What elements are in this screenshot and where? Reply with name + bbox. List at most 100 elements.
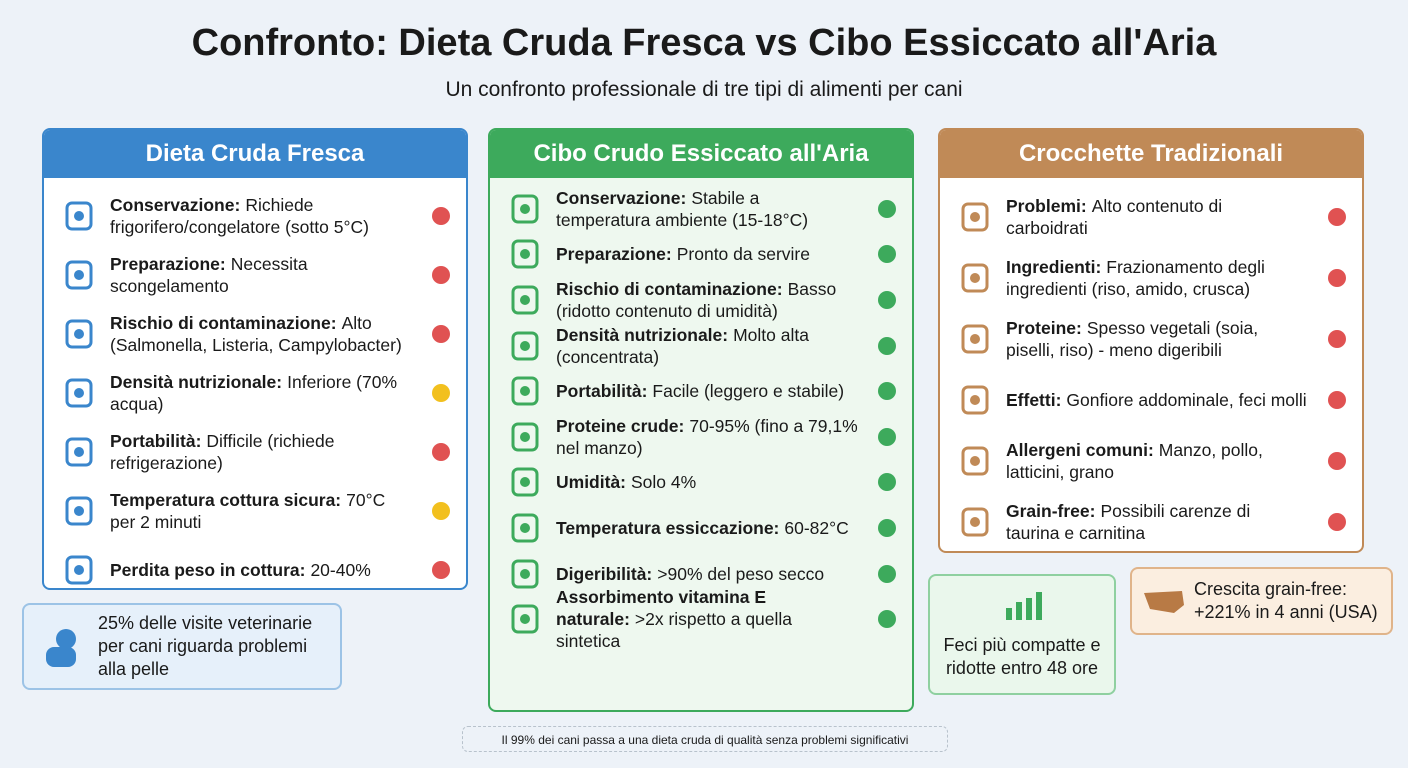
item-label: Allergeni comuni:	[1006, 439, 1154, 460]
icon	[511, 467, 539, 497]
item: Densità nutrizionale: Molto alta (concent…	[490, 323, 912, 369]
item-value: 70-95% (fino a 79,1% nel manzo)	[556, 415, 858, 458]
item-label: Digeribilità:	[556, 563, 653, 584]
status-dot	[878, 610, 896, 629]
item-text: Conservazione: Richiede frigorifero/conge…	[110, 194, 412, 238]
item-text: Preparazione: Necessita scongelamento	[110, 253, 412, 297]
item: Rischio di contaminazione: Basso (ridotto…	[490, 277, 912, 323]
status-dot	[878, 199, 896, 218]
item-text: Portabilità: Difficile (richiede refriger…	[110, 430, 412, 474]
item-label: Proteine crude:	[556, 415, 685, 436]
status-dot	[1328, 268, 1346, 287]
item-label: Proteine:	[1006, 317, 1082, 338]
callout-text: 25% delle visite veterinarie per cani ri…	[98, 613, 313, 679]
usa-icon	[1144, 591, 1184, 613]
item-label: Conservazione:	[110, 194, 241, 215]
item-text: Rischio di contaminazione: Basso (ridotto…	[556, 278, 858, 322]
icon	[65, 260, 93, 289]
item-text: Effetti: Gonfiore addominale, feci molli	[1006, 389, 1307, 411]
item-text: Perdita peso in cottura: 20-40%	[110, 559, 371, 581]
icon	[65, 201, 93, 230]
item-label: Preparazione:	[556, 244, 672, 265]
icon	[511, 239, 539, 269]
item-label: Rischio di contaminazione:	[556, 278, 783, 299]
callout: Crescita grain-free: +221% in 4 anni (US…	[1130, 567, 1393, 635]
item-value: >2x rispetto a quella sintetica	[556, 609, 793, 652]
icon	[961, 324, 989, 353]
item-text: Temperatura essiccazione: 60-82°C	[556, 517, 849, 539]
item-text: Preparazione: Pronto da servire	[556, 243, 810, 265]
item: Densità nutrizionale: Inferiore (70% acqu…	[44, 363, 466, 422]
item: Problemi: Alto contenuto di carboidrati	[940, 186, 1362, 247]
item-value: Manzo, pollo, latticini, grano	[1006, 439, 1263, 482]
icon	[65, 319, 93, 348]
icon	[511, 422, 539, 452]
icon	[65, 496, 93, 525]
item-value: Difficile (richiede refrigerazione)	[110, 430, 335, 473]
icon	[511, 376, 539, 406]
item-value: Alto (Salmonella, Listeria, Campylobacte…	[110, 312, 402, 355]
item-value: 20-40%	[310, 559, 371, 580]
item: Umidità: Solo 4%	[490, 460, 912, 506]
item-label: Umidità:	[556, 472, 626, 493]
item-label: Assorbimento vitamina E naturale:	[556, 587, 767, 630]
status-dot	[878, 564, 896, 583]
dog-icon	[46, 629, 76, 667]
status-dot	[432, 560, 450, 579]
icon	[511, 194, 539, 224]
callout-text: Crescita grain-free: +221% in 4 anni (US…	[1194, 579, 1378, 622]
item: Conservazione: Stabile a temperatura ambi…	[490, 186, 912, 232]
icon	[961, 385, 989, 414]
item-value: Possibili carenze di taurina e carnitina	[1006, 500, 1251, 543]
status-dot	[1328, 329, 1346, 348]
item-label: Rischio di contaminazione:	[110, 312, 337, 333]
status-dot	[878, 518, 896, 537]
status-dot	[432, 383, 450, 402]
status-dot	[878, 382, 896, 401]
item: Ingredienti: Frazionamento degli ingredie…	[940, 247, 1362, 308]
title: Confronto: Dieta Cruda Fresca vs Cibo Es…	[191, 22, 1217, 64]
item: Proteine: Spesso vegetali (soia, piselli,…	[940, 308, 1362, 369]
item-text: Temperatura cottura sicura: 70°C per 2 mi…	[110, 489, 412, 533]
growth-icon	[1006, 592, 1042, 620]
item: Assorbimento vitamina E naturale: >2x ris…	[490, 587, 912, 651]
item-label: Portabilità:	[556, 381, 648, 402]
status-dot	[432, 265, 450, 284]
item-text: Allergeni comuni: Manzo, pollo, latticini…	[1006, 439, 1308, 483]
item-value: Alto contenuto di carboidrati	[1006, 195, 1223, 238]
status-dot	[1328, 207, 1346, 226]
item-value: Inferiore (70% acqua)	[110, 371, 398, 414]
item-text: Proteine: Spesso vegetali (soia, piselli,…	[1006, 317, 1308, 361]
status-dot	[432, 206, 450, 225]
icon	[961, 202, 989, 231]
item: Preparazione: Pronto da servire	[490, 232, 912, 278]
item: Effetti: Gonfiore addominale, feci molli	[940, 369, 1362, 430]
item-label: Portabilità:	[110, 430, 202, 451]
item-label: Densità nutrizionale:	[110, 371, 283, 392]
icon	[65, 437, 93, 466]
item: Conservazione: Richiede frigorifero/conge…	[44, 186, 466, 245]
icon	[511, 559, 539, 589]
item: Perdita peso in cottura: 20-40%	[44, 540, 466, 588]
item-text: Portabilità: Facile (leggero e stabile)	[556, 380, 844, 402]
item-value: Gonfiore addominale, feci molli	[1066, 389, 1307, 410]
column: Cibo Crudo Essiccato all'Aria Conservazio…	[488, 128, 914, 712]
item-value: Richiede frigorifero/congelatore (sotto …	[110, 194, 369, 237]
icon	[961, 446, 989, 475]
subtitle: Un confronto professionale di tre tipi d…	[445, 78, 963, 101]
status-dot	[432, 501, 450, 520]
item-value: Spesso vegetali (soia, piselli, riso) - …	[1006, 317, 1259, 360]
status-dot	[1328, 512, 1346, 531]
column-title: Dieta Cruda Fresca	[44, 130, 466, 178]
item: Rischio di contaminazione: Alto (Salmonel…	[44, 304, 466, 363]
item-text: Densità nutrizionale: Inferiore (70% acqu…	[110, 371, 412, 415]
item: Digeribilità: >90% del peso secco	[490, 551, 912, 597]
item: Proteine crude: 70-95% (fino a 79,1% nel …	[490, 414, 912, 460]
item-label: Conservazione:	[556, 187, 687, 208]
status-dot	[878, 290, 896, 309]
status-dot	[878, 473, 896, 492]
item-label: Effetti:	[1006, 389, 1062, 410]
status-dot	[1328, 451, 1346, 470]
item-value: Molto alta (concentrata)	[556, 324, 809, 367]
item-value: Basso (ridotto contenuto di umidità)	[556, 278, 837, 321]
